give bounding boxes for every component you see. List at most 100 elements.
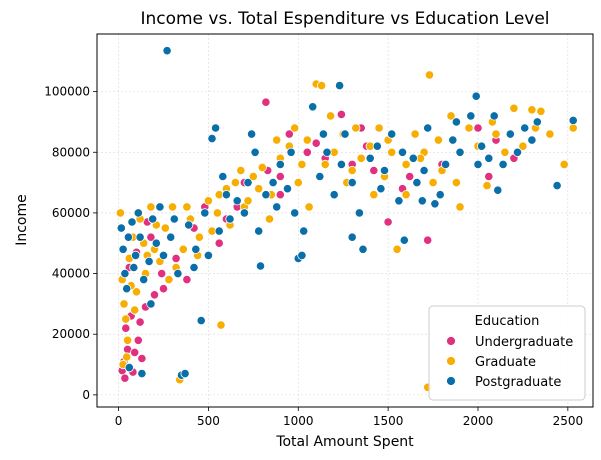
point-graduate (257, 162, 267, 172)
point-postgraduate (268, 178, 278, 188)
point-postgraduate (423, 123, 433, 133)
x-tick-label: 2000 (463, 414, 494, 428)
point-graduate (387, 147, 397, 157)
point-postgraduate (123, 232, 133, 242)
point-graduate (297, 159, 307, 169)
legend-box (428, 305, 586, 401)
legend-label-postgraduate: Postgraduate (475, 375, 561, 390)
point-postgraduate (173, 268, 183, 279)
point-postgraduate (299, 226, 309, 236)
point-undergraduate (157, 268, 167, 279)
point-postgraduate (372, 141, 382, 151)
point-postgraduate (120, 268, 130, 279)
y-tick-label: 40000 (52, 267, 90, 281)
point-graduate (536, 106, 546, 116)
point-postgraduate (155, 202, 165, 212)
point-undergraduate (121, 323, 131, 333)
point-postgraduate (520, 123, 530, 133)
point-graduate (455, 202, 465, 212)
point-graduate (351, 123, 361, 133)
point-postgraduate (247, 129, 257, 139)
point-graduate (243, 196, 253, 206)
point-postgraduate (568, 115, 578, 126)
point-postgraduate (211, 123, 221, 133)
legend-marker-postgraduate (446, 376, 456, 386)
data-points (115, 46, 578, 392)
legend-marker-undergraduate (446, 336, 456, 346)
point-postgraduate (527, 135, 537, 145)
point-graduate (248, 171, 258, 182)
point-graduate (178, 244, 188, 254)
point-postgraduate (440, 159, 451, 169)
legend: Education Undergraduate Graduate Postgra… (428, 305, 586, 401)
point-graduate (293, 178, 303, 188)
point-postgraduate (498, 159, 508, 169)
point-graduate (446, 111, 456, 121)
point-postgraduate (189, 262, 199, 273)
point-postgraduate (124, 362, 134, 373)
point-graduate (428, 178, 438, 188)
point-postgraduate (552, 181, 562, 191)
point-undergraduate (133, 335, 143, 345)
point-postgraduate (476, 141, 487, 151)
point-graduate (401, 159, 411, 169)
point-graduate (424, 70, 435, 80)
point-graduate (194, 232, 204, 242)
point-postgraduate (118, 244, 128, 254)
point-undergraduate (311, 138, 321, 148)
point-postgraduate (512, 147, 523, 157)
point-graduate (527, 105, 537, 115)
point-postgraduate (412, 178, 422, 188)
point-undergraduate (158, 284, 169, 294)
legend-marker-graduate (446, 356, 456, 366)
point-postgraduate (196, 315, 206, 326)
point-postgraduate (144, 256, 154, 266)
x-tick-label: 1500 (373, 414, 404, 428)
point-postgraduate (151, 238, 161, 248)
point-undergraduate (284, 129, 294, 139)
point-undergraduate (214, 238, 224, 248)
point-postgraduate (448, 135, 458, 145)
x-tick-label: 2500 (553, 414, 584, 428)
point-graduate (254, 184, 264, 194)
point-postgraduate (466, 111, 476, 121)
point-graduate (559, 159, 569, 169)
point-graduate (290, 123, 300, 133)
point-postgraduate (408, 153, 418, 163)
point-graduate (115, 208, 126, 218)
y-tick-label: 20000 (52, 327, 90, 341)
point-postgraduate (131, 250, 141, 260)
y-tick-label: 60000 (52, 206, 90, 220)
point-undergraduate (137, 353, 147, 364)
point-postgraduate (254, 226, 264, 236)
point-postgraduate (397, 147, 408, 157)
point-undergraduate (261, 97, 271, 107)
point-postgraduate (340, 129, 350, 139)
point-postgraduate (169, 214, 179, 224)
point-graduate (433, 135, 443, 145)
point-postgraduate (354, 208, 364, 218)
legend-label-undergraduate: Undergraduate (475, 335, 573, 350)
point-undergraduate (336, 109, 346, 120)
point-postgraduate (250, 147, 260, 157)
point-postgraduate (148, 214, 158, 224)
point-graduate (304, 202, 314, 212)
point-graduate (203, 196, 213, 206)
point-postgraduate (180, 368, 190, 379)
y-tick-label: 0 (82, 388, 90, 402)
point-postgraduate (358, 244, 368, 254)
plot-area-frame (96, 33, 594, 408)
point-postgraduate (203, 250, 213, 260)
point-postgraduate (329, 190, 339, 200)
point-graduate (272, 135, 282, 145)
point-postgraduate (221, 190, 231, 200)
point-postgraduate (286, 147, 296, 157)
point-undergraduate (302, 147, 312, 157)
point-undergraduate (405, 171, 415, 182)
point-graduate (302, 135, 312, 145)
point-graduate (392, 244, 402, 254)
point-graduate (264, 214, 275, 224)
point-postgraduate (505, 129, 515, 139)
point-postgraduate (489, 111, 499, 121)
point-undergraduate (146, 232, 156, 242)
